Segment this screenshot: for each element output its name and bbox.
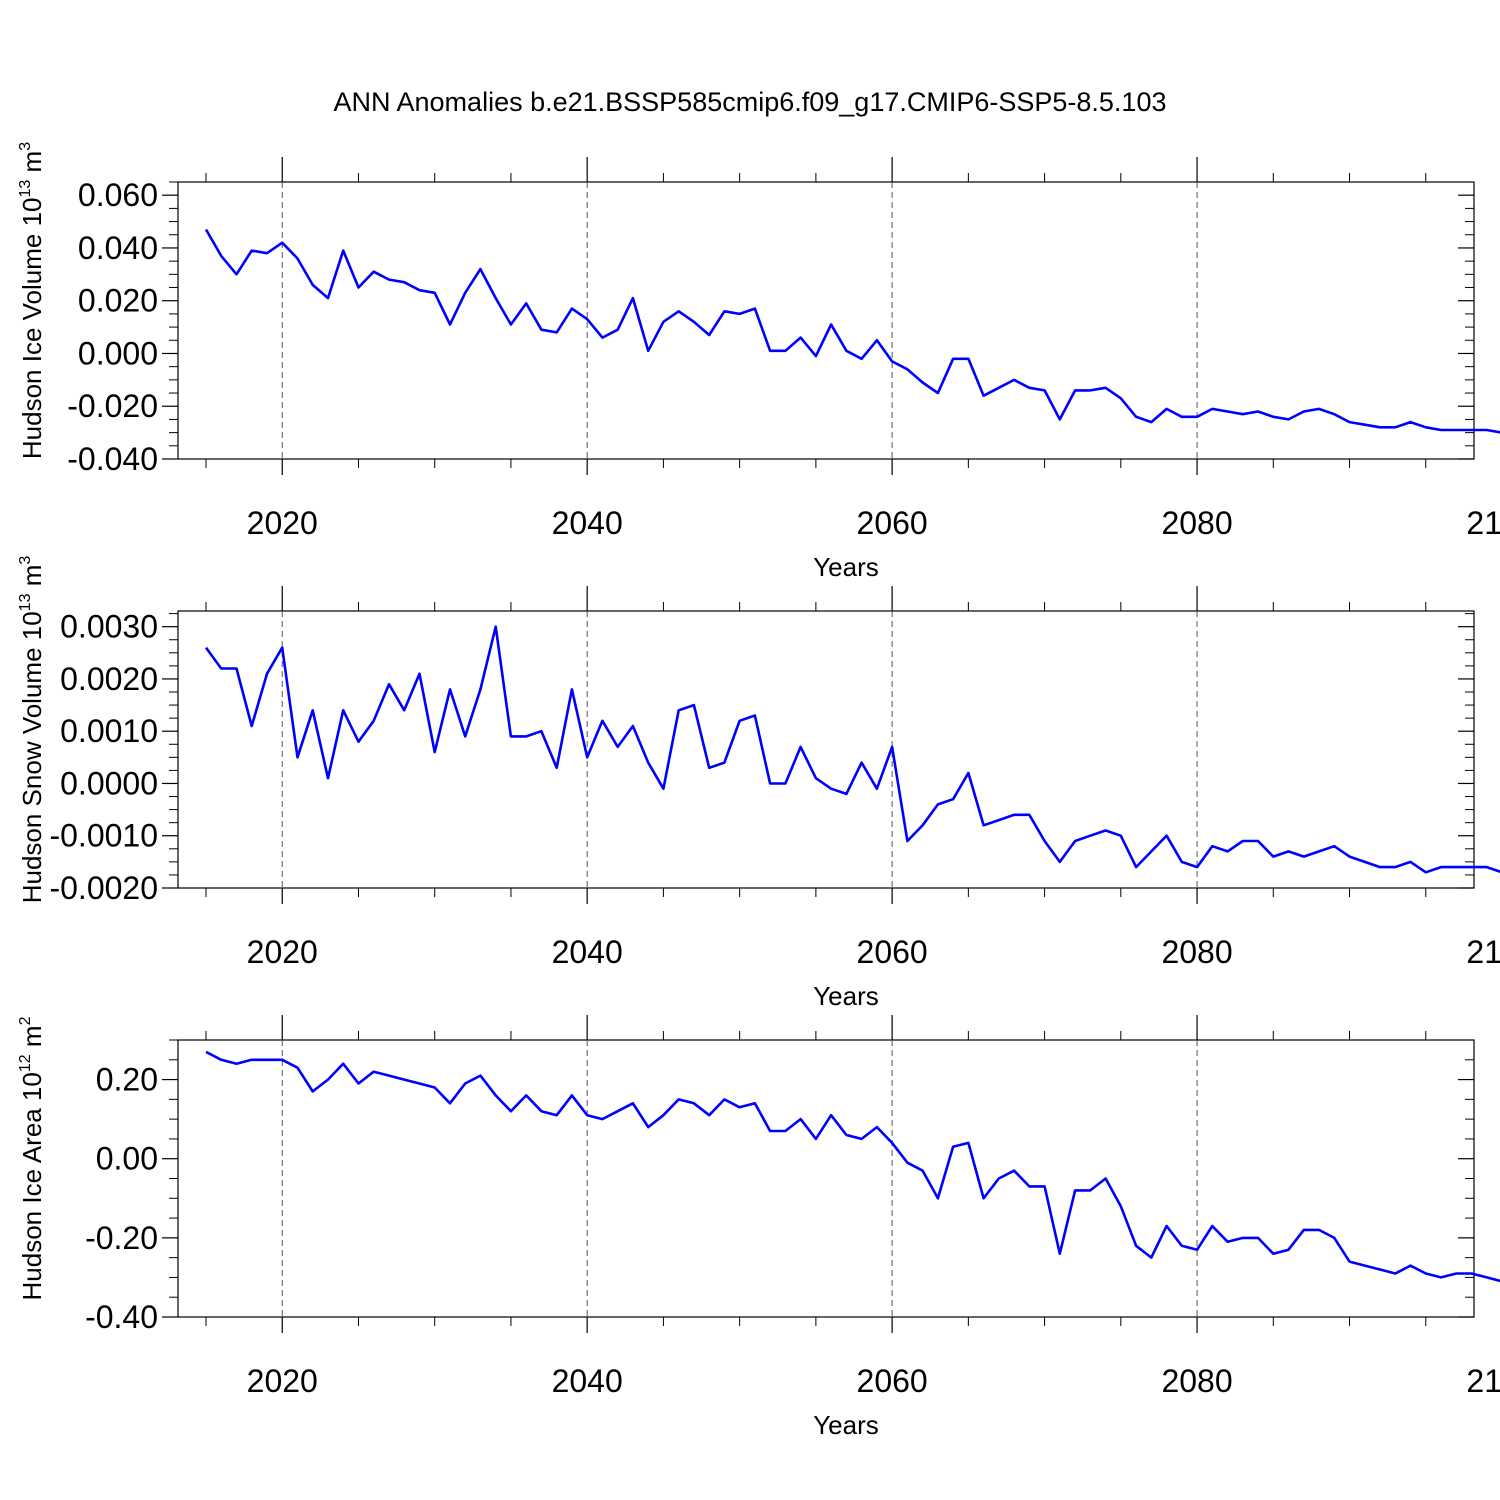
y-axis-label: Hudson Ice Area 1012 m2	[17, 1016, 47, 1300]
y-axis-label: Hudson Snow Volume 1013 m3	[17, 556, 47, 904]
x-tick-label: 2080	[1161, 1363, 1232, 1399]
x-tick-label: 2040	[552, 934, 623, 970]
y-tick-label: -0.020	[67, 388, 158, 424]
x-tick-label: 2040	[552, 1363, 623, 1399]
chart-title: ANN Anomalies b.e21.BSSP585cmip6.f09_g17…	[334, 87, 1167, 117]
y-tick-label: -0.40	[85, 1299, 158, 1335]
y-tick-label: 0.0020	[60, 661, 158, 697]
x-tick-label: 2100	[1466, 505, 1500, 541]
y-axis-label: Hudson Ice Volume 1013 m3	[17, 142, 47, 459]
y-tick-label: 0.000	[78, 335, 158, 371]
y-tick-label: 0.040	[78, 230, 158, 266]
y-tick-label: 0.0010	[60, 713, 158, 749]
y-tick-label: 0.0000	[60, 765, 158, 801]
panel-ice-area: 2020 2040 2060 2080 2100 -0.40 -0.20 0.00 0.20 Ye…	[17, 1015, 1500, 1440]
x-tick-label: 2020	[247, 1363, 318, 1399]
y-tick-label: -0.040	[67, 441, 158, 477]
x-axis-label: Years	[813, 552, 879, 582]
panel-snow-volume: 2020 2040 2060 2080 2100 -0.0020 -0.0010 0.0000…	[17, 556, 1500, 1011]
x-tick-label: 2060	[857, 934, 928, 970]
y-tick-label: 0.020	[78, 283, 158, 319]
y-tick-label: -0.20	[85, 1220, 158, 1256]
x-axis-label: Years	[813, 981, 879, 1011]
series-line	[205, 1050, 1500, 1283]
x-tick-label: 2080	[1161, 934, 1232, 970]
y-tick-label: 0.0030	[60, 609, 158, 645]
x-tick-label: 2060	[857, 505, 928, 541]
y-tick-label: -0.0020	[49, 870, 158, 906]
plot-frame	[177, 610, 1475, 889]
series-line	[204, 228, 1500, 434]
plot-frame	[177, 181, 1475, 460]
y-tick-label: 0.060	[78, 177, 158, 213]
x-tick-label: 2100	[1466, 1363, 1500, 1399]
x-tick-label: 2040	[552, 505, 623, 541]
series-line	[204, 625, 1500, 874]
x-tick-label: 2020	[247, 934, 318, 970]
panel-ice-volume: 2020 2040 2060 2080 2100 -0.040 -0.020 0.000 0.0…	[17, 142, 1500, 582]
x-axis-label: Years	[813, 1410, 879, 1440]
y-tick-label: -0.0010	[49, 818, 158, 854]
x-tick-label: 2100	[1466, 934, 1500, 970]
x-tick-label: 2020	[247, 505, 318, 541]
y-tick-label: 0.00	[96, 1141, 158, 1177]
plot-frame	[177, 1039, 1475, 1318]
y-tick-label: 0.20	[96, 1062, 158, 1098]
x-tick-label: 2060	[857, 1363, 928, 1399]
x-tick-label: 2080	[1161, 505, 1232, 541]
